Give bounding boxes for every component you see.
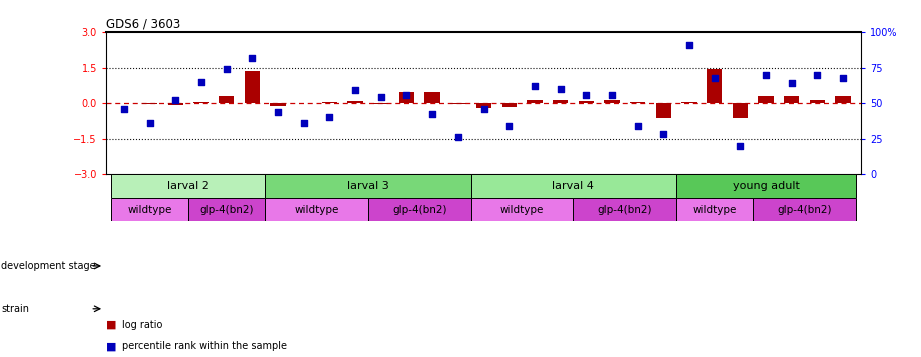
Text: strain: strain [1,304,29,314]
Point [219,66,234,72]
Text: log ratio: log ratio [122,320,163,330]
Text: wildtype: wildtype [693,205,737,215]
Point [193,79,208,85]
Point [656,131,670,137]
Point [348,87,363,93]
Point [476,106,491,112]
Point [528,83,542,89]
Point [810,72,825,77]
Point [373,95,388,100]
Bar [193,102,209,103]
Text: larval 2: larval 2 [168,181,209,191]
Bar [265,198,367,221]
Point [271,109,286,115]
Bar [471,174,676,198]
Text: wildtype: wildtype [127,205,172,215]
Point [502,123,517,129]
Bar [553,100,568,103]
Point [117,106,132,112]
Bar [733,103,748,119]
Bar [753,198,856,221]
Bar [450,103,465,104]
Text: glp-4(bn2): glp-4(bn2) [200,205,254,215]
Text: glp-4(bn2): glp-4(bn2) [598,205,652,215]
Bar [656,103,671,119]
Text: ■: ■ [106,341,116,351]
Point [630,123,645,129]
Bar [676,198,753,221]
Point [322,114,337,120]
Text: glp-4(bn2): glp-4(bn2) [392,205,447,215]
Bar [111,198,188,221]
Bar [758,96,774,103]
Bar [321,102,337,103]
Text: wildtype: wildtype [500,205,544,215]
Point [707,75,722,80]
Point [579,92,594,97]
Point [399,92,414,97]
Bar [527,100,542,103]
Bar [604,100,620,103]
Text: development stage: development stage [1,261,96,271]
Bar [707,70,722,103]
Bar [574,198,676,221]
Bar [784,96,799,103]
Bar [271,103,286,106]
Bar [265,174,471,198]
Point [450,134,465,140]
Text: glp-4(bn2): glp-4(bn2) [777,205,832,215]
Text: ■: ■ [106,320,116,330]
Bar [425,92,440,103]
Bar [471,198,574,221]
Point [142,120,157,126]
Bar [367,198,471,221]
Bar [188,198,265,221]
Text: larval 3: larval 3 [347,181,389,191]
Bar [347,101,363,103]
Point [785,80,799,86]
Point [835,75,850,80]
Bar [245,71,260,103]
Point [297,120,311,126]
Point [604,92,619,97]
Point [554,86,568,92]
Bar [476,103,491,108]
Bar [810,100,825,103]
Bar [578,101,594,103]
Bar [116,102,132,103]
Text: percentile rank within the sample: percentile rank within the sample [122,341,287,351]
Bar [676,174,856,198]
Point [733,143,748,149]
Bar [111,174,265,198]
Text: larval 4: larval 4 [553,181,594,191]
Bar [142,103,157,104]
Text: young adult: young adult [732,181,799,191]
Bar [502,103,517,107]
Text: GDS6 / 3603: GDS6 / 3603 [106,18,181,31]
Bar [682,102,696,103]
Point [425,112,439,117]
Point [245,55,260,61]
Point [759,72,774,77]
Bar [219,96,234,103]
Point [168,97,182,103]
Bar [373,103,389,104]
Point [682,42,696,48]
Bar [835,96,851,103]
Text: wildtype: wildtype [295,205,339,215]
Bar [296,102,311,103]
Bar [630,102,646,103]
Bar [399,92,414,103]
Bar [168,103,183,105]
